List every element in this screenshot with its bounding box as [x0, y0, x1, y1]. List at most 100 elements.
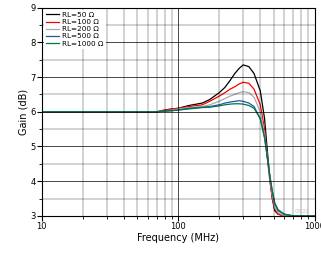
RL=100 Ω [268, 180, 272, 183]
RL=500 Ω [208, 105, 212, 108]
RL=500 Ω [268, 174, 272, 178]
RL=1000 Ω [217, 104, 221, 107]
RL=500 Ω [64, 110, 68, 113]
RL=100 Ω [265, 155, 269, 158]
RL=50 Ω [247, 65, 251, 68]
RL=50 Ω [146, 110, 150, 113]
RL=50 Ω [313, 214, 317, 217]
RL=500 Ω [146, 110, 150, 113]
RL=1000 Ω [252, 107, 256, 110]
RL=100 Ω [135, 110, 139, 113]
RL=500 Ω [252, 105, 256, 108]
Line: RL=50 Ω: RL=50 Ω [42, 65, 315, 216]
RL=1000 Ω [176, 108, 180, 112]
RL=50 Ω [223, 86, 227, 89]
RL=50 Ω [122, 110, 126, 113]
RL=200 Ω [268, 176, 272, 179]
RL=1000 Ω [282, 213, 286, 216]
RL=500 Ω [217, 103, 221, 106]
RL=500 Ω [81, 110, 85, 113]
RL=200 Ω [135, 110, 139, 113]
RL=500 Ω [122, 110, 126, 113]
RL=50 Ω [187, 104, 191, 107]
RL=1000 Ω [233, 102, 237, 105]
RL=500 Ω [187, 107, 191, 110]
RL=50 Ω [176, 107, 180, 110]
RL=50 Ω [276, 213, 280, 216]
RL=1000 Ω [258, 117, 262, 120]
RL=200 Ω [200, 105, 204, 108]
RL=100 Ω [208, 100, 212, 103]
RL=1000 Ω [291, 214, 295, 217]
RL=200 Ω [217, 100, 221, 103]
RL=500 Ω [273, 202, 277, 205]
RL=200 Ω [223, 97, 227, 100]
RL=500 Ω [282, 213, 286, 216]
RL=100 Ω [155, 110, 159, 113]
RL=500 Ω [200, 106, 204, 109]
RL=100 Ω [176, 107, 180, 110]
RL=50 Ω [155, 110, 159, 113]
RL=500 Ω [258, 117, 262, 120]
RL=100 Ω [40, 110, 44, 113]
RL=200 Ω [163, 109, 167, 113]
RL=200 Ω [270, 194, 274, 197]
RL=200 Ω [187, 106, 191, 109]
RL=1000 Ω [276, 208, 280, 211]
RL=1000 Ω [200, 106, 204, 109]
RL=1000 Ω [265, 155, 269, 158]
RL=200 Ω [313, 214, 317, 217]
RL=50 Ω [282, 214, 286, 217]
RL=50 Ω [268, 176, 272, 179]
RL=100 Ω [187, 105, 191, 108]
RL=1000 Ω [263, 136, 266, 139]
RL=50 Ω [270, 197, 274, 200]
RL=100 Ω [273, 208, 277, 211]
RL=1000 Ω [146, 110, 150, 113]
RL=500 Ω [176, 108, 180, 112]
RL=100 Ω [223, 91, 227, 94]
RL=100 Ω [263, 128, 266, 131]
RL=1000 Ω [40, 110, 44, 113]
RL=200 Ω [81, 110, 85, 113]
RL=1000 Ω [313, 214, 317, 217]
RL=500 Ω [291, 214, 295, 217]
RL=200 Ω [40, 110, 44, 113]
RL=1000 Ω [299, 214, 303, 217]
RL=500 Ω [105, 110, 109, 113]
RL=100 Ω [313, 214, 317, 217]
RL=500 Ω [170, 109, 174, 112]
RL=50 Ω [135, 110, 139, 113]
RL=500 Ω [241, 100, 245, 103]
RL=1000 Ω [228, 103, 232, 106]
RL=1000 Ω [122, 110, 126, 113]
RL=1000 Ω [268, 174, 272, 178]
RL=50 Ω [233, 72, 237, 75]
RL=100 Ω [105, 110, 109, 113]
RL=200 Ω [276, 211, 280, 214]
RL=200 Ω [265, 155, 269, 158]
RL=500 Ω [247, 102, 251, 105]
RL=200 Ω [176, 107, 180, 110]
Y-axis label: Gain (dB): Gain (dB) [19, 89, 29, 135]
X-axis label: Frequency (MHz): Frequency (MHz) [137, 233, 219, 243]
RL=50 Ω [273, 209, 277, 212]
RL=500 Ω [237, 99, 241, 102]
RL=200 Ω [228, 95, 232, 98]
RL=500 Ω [163, 109, 167, 113]
RL=500 Ω [223, 102, 227, 105]
RL=50 Ω [237, 67, 241, 70]
RL=50 Ω [81, 110, 85, 113]
RL=200 Ω [146, 110, 150, 113]
RL=100 Ω [81, 110, 85, 113]
RL=1000 Ω [237, 102, 241, 105]
RL=500 Ω [263, 136, 266, 139]
RL=200 Ω [241, 90, 245, 93]
RL=200 Ω [237, 91, 241, 94]
Line: RL=500 Ω: RL=500 Ω [42, 101, 315, 216]
RL=200 Ω [282, 214, 286, 217]
RL=1000 Ω [81, 110, 85, 113]
RL=100 Ω [282, 214, 286, 217]
RL=50 Ω [105, 110, 109, 113]
Text: C022Z: C022Z [295, 209, 309, 214]
